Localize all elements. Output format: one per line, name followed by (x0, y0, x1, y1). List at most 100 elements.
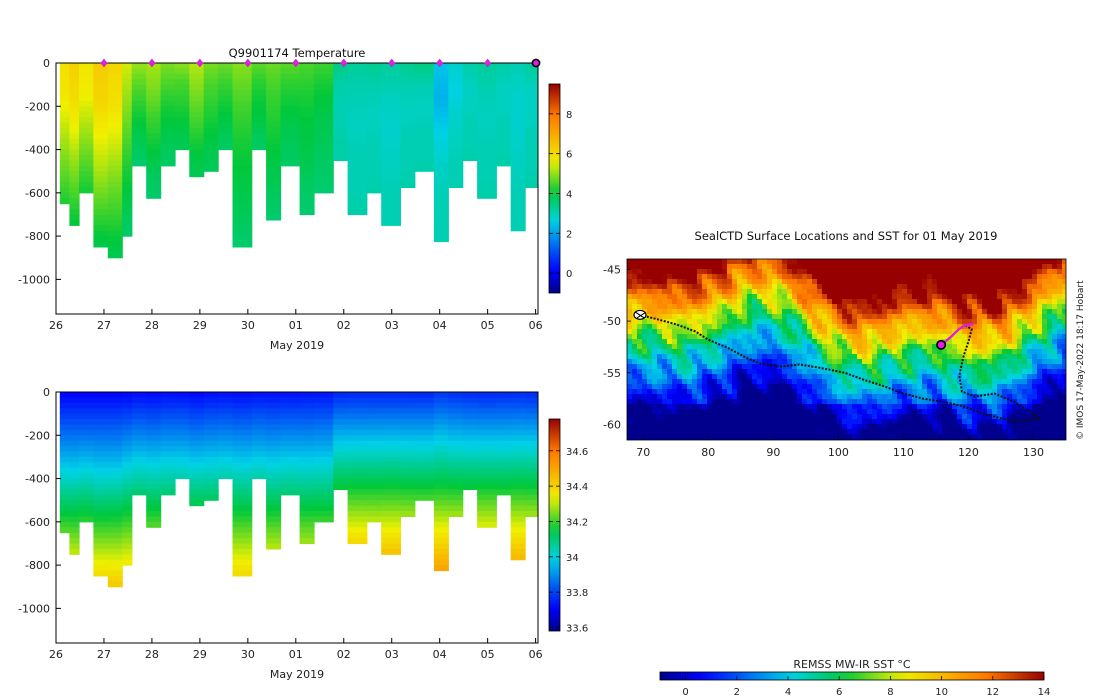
sst-pixel (782, 304, 788, 310)
sst-pixel (817, 374, 823, 380)
section-cell (218, 413, 234, 420)
sst-pixel (757, 434, 763, 440)
section-cell (381, 408, 401, 415)
sst-pixel (762, 264, 768, 270)
section-cell (266, 489, 282, 496)
sst-pixel (932, 404, 938, 410)
section-cell (525, 138, 538, 145)
section-cell (203, 127, 219, 134)
sst-pixel (812, 414, 818, 420)
sst-pixel (842, 379, 848, 385)
sst-pixel (1047, 414, 1053, 420)
section-cell (146, 408, 162, 415)
section-cell (251, 117, 267, 124)
sst-pixel (892, 384, 898, 390)
sst-pixel (942, 334, 948, 340)
sst-pixel (717, 339, 723, 345)
sst-pixel (797, 304, 803, 310)
sst-pixel (657, 439, 663, 440)
sst-pixel (672, 369, 678, 375)
section-cell (462, 397, 478, 404)
sst-pixel (852, 369, 858, 375)
sst-pixel (667, 294, 673, 300)
sst-pixel (787, 379, 793, 385)
section-cell (347, 127, 368, 134)
sst-pixel (827, 434, 833, 440)
sst-pixel (922, 324, 928, 330)
sst-pixel (802, 354, 808, 360)
sst-pixel (712, 404, 718, 410)
sst-pixel (1017, 374, 1023, 380)
sst-pixel (837, 304, 843, 310)
sst-pixel (662, 329, 668, 335)
sst-pixel (917, 309, 923, 315)
sst-pixel (992, 424, 998, 430)
section-cell (400, 451, 416, 458)
section-cell (266, 494, 282, 501)
sst-pixel (1052, 339, 1058, 345)
sst-pixel (972, 269, 978, 275)
section-cell (174, 451, 190, 458)
sst-pixel (757, 294, 763, 300)
sst-pixel (627, 399, 633, 405)
surface-markers (100, 58, 492, 68)
sst-pixel (807, 274, 813, 280)
sst-pixel (677, 324, 683, 330)
sst-pixel (812, 429, 818, 435)
sst-pixel (842, 349, 848, 355)
sst-pixel (802, 424, 808, 430)
sst-pixel (687, 339, 693, 345)
sst-pixel (812, 274, 818, 280)
sst-pixel (1017, 294, 1023, 300)
sst-pixel (702, 399, 708, 405)
section-cell (299, 419, 315, 425)
sst-pixel (677, 429, 683, 435)
section-cell (107, 473, 123, 480)
section-cell (69, 117, 80, 124)
section-cell (79, 176, 94, 183)
sst-pixel (907, 304, 913, 310)
sst-pixel (762, 339, 768, 345)
sst-pixel (1052, 354, 1058, 360)
sst-pixel (972, 429, 978, 435)
sst-pixel (667, 389, 673, 395)
section-cell (366, 446, 382, 453)
sst-pixel (762, 354, 768, 360)
sst-pixel (972, 414, 978, 420)
sst-pixel (647, 339, 653, 345)
sst-pixel (907, 384, 913, 390)
sst-pixel (897, 399, 903, 405)
sst-pixel (772, 389, 778, 395)
sst-pixel (947, 404, 953, 410)
section-cell (299, 111, 315, 118)
sst-pixel (857, 269, 863, 275)
sst-pixel (917, 264, 923, 270)
sst-pixel (787, 309, 793, 315)
section-cell (251, 429, 267, 436)
section-cell (146, 521, 162, 528)
sst-pixel (922, 439, 928, 440)
section-cell (347, 192, 368, 199)
sst-pixel (1047, 389, 1053, 395)
section-cell (510, 532, 526, 539)
sst-pixel (692, 274, 698, 280)
section-cell (266, 521, 282, 528)
sst-pixel (852, 279, 858, 285)
sst-pixel (677, 394, 683, 400)
sst-pixel (1037, 259, 1043, 265)
section-cell (477, 473, 497, 480)
section-cell (333, 408, 349, 415)
sst-pixel (1012, 434, 1018, 440)
sst-pixel (637, 329, 643, 335)
section-cell (266, 155, 282, 161)
section-cell (160, 149, 176, 156)
section-cell (232, 219, 253, 226)
section-cell (146, 402, 162, 409)
sst-pixel (882, 329, 888, 335)
section-cell (448, 484, 464, 490)
sst-pixel (792, 259, 798, 265)
section-cell (69, 446, 80, 453)
sst-pixel (1012, 319, 1018, 325)
section-cell (146, 440, 162, 447)
sst-pixel (697, 424, 703, 430)
